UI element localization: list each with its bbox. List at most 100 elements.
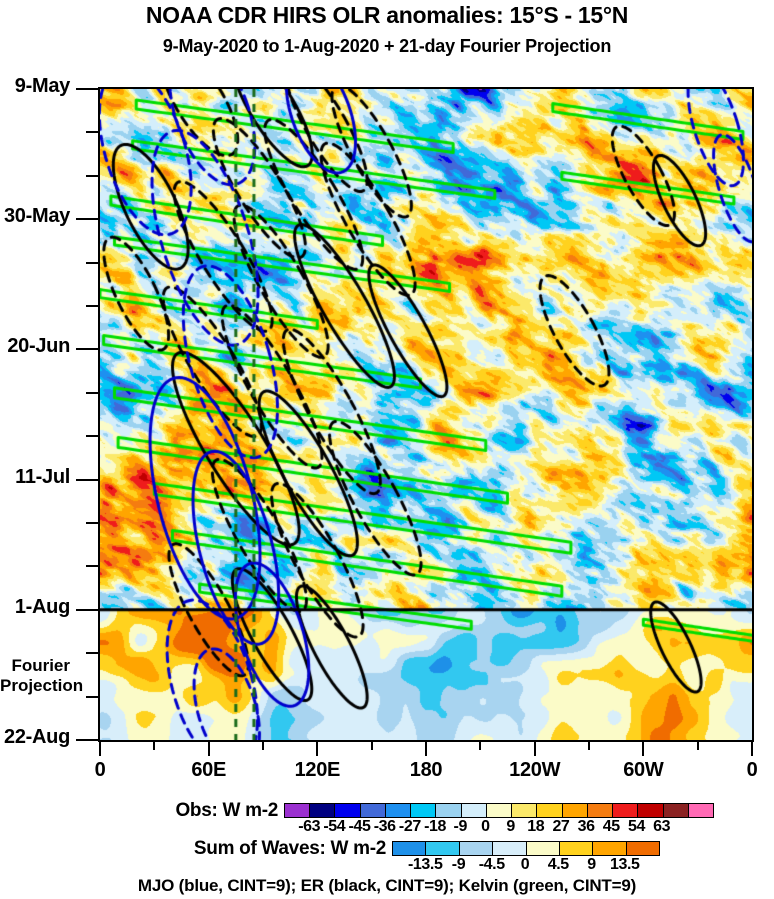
- x-axis-tick-minor-4: [588, 742, 590, 750]
- y-axis-tick-minor-3: [86, 305, 98, 307]
- y-axis-label-9-may: 9-May: [14, 75, 71, 97]
- colorbar-0-tick-14: 63: [653, 818, 671, 835]
- y-axis-tick-minor-2: [86, 261, 98, 264]
- y-axis-tick-minor-1: [86, 174, 98, 177]
- x-axis-tick-major-1: [207, 742, 210, 756]
- colorbar-0-swatch-12: [587, 804, 614, 817]
- y-axis-tick-major-3: [76, 478, 98, 481]
- page-title: NOAA CDR HIRS OLR anomalies: 15°S - 15°N: [145, 2, 629, 28]
- colorbar-1-swatch-0: [393, 842, 427, 855]
- colorbar-0-tick-0: -63: [298, 818, 321, 835]
- colorbar-1-tick-2: -4.5: [478, 856, 505, 873]
- colorbar-0-tick-12: 45: [602, 818, 620, 835]
- y-axis-label-20-jun: 20-Jun: [7, 335, 70, 358]
- colorbar-1-swatch-1: [426, 842, 460, 855]
- colorbar-0-tick-9: 18: [527, 818, 545, 835]
- y-axis-tick-major-2: [76, 348, 98, 351]
- colorbar-0-tick-1: -54: [323, 818, 346, 835]
- colorbar-swatches-1: [392, 841, 660, 856]
- colorbar-1-swatch-2: [459, 842, 494, 855]
- x-axis-tick-major-2: [316, 742, 319, 756]
- y-axis-tick-minor-0: [86, 131, 98, 134]
- colorbar-0-swatch-0: [285, 804, 311, 817]
- colorbar-swatches-0: [284, 803, 714, 818]
- y-axis-tick-minor-6: [86, 522, 98, 524]
- colorbar-1-tick-6: 13.5: [609, 856, 640, 873]
- colorbar-0-tick-7: 0: [481, 818, 490, 835]
- x-axis-tick-minor-5: [696, 742, 699, 750]
- x-axis-label-3: 180: [409, 759, 443, 781]
- x-axis-tick-minor-0: [153, 742, 156, 750]
- colorbar-0-tick-4: -27: [398, 818, 421, 835]
- colorbar-ticks-0: -63 -54 -45 -36 -27 -18 -9 0 9 18 27 36 45 54 63: [0, 818, 774, 836]
- colorbar-0-swatch-16: [688, 804, 713, 817]
- y-axis-label-11-jul: 11-Jul: [15, 465, 70, 488]
- colorbar-1-tick-0: -13.5: [408, 856, 443, 873]
- colorbar-0-swatch-10: [537, 804, 563, 817]
- x-axis-label-2: 120E: [294, 759, 341, 781]
- colorbar-title-1: Sum of Waves: W m-2: [193, 838, 386, 859]
- colorbar-0-swatch-7: [461, 804, 487, 817]
- fourier-projection-note: Fourier Projection: [0, 655, 84, 696]
- colorbar-0-tick-13: 54: [627, 818, 645, 835]
- colorbar-0-tick-2: -45: [348, 818, 371, 835]
- colorbar-1-swatch-5: [559, 842, 594, 855]
- x-axis-tick-minor-3: [479, 742, 482, 750]
- colorbar-0-tick-8: 9: [506, 818, 515, 835]
- colorbar-0-swatch-14: [638, 804, 664, 817]
- colorbar-0-swatch-5: [411, 804, 437, 817]
- y-axis-tick-minor-7: [86, 565, 98, 568]
- page-subtitle: 9-May-2020 to 1-Aug-2020 + 21-day Fourie…: [162, 36, 612, 56]
- y-axis-label-30-may: 30-May: [3, 205, 70, 228]
- y-axis-tick-major-0: [76, 88, 98, 90]
- y-axis-tick-minor-9: [86, 695, 98, 698]
- colorbar-1-tick-5: 9: [587, 856, 596, 873]
- x-axis-tick-major-5: [642, 742, 645, 756]
- fourier-note-line-2: Projection: [0, 675, 84, 695]
- olr-anomaly-field: [100, 89, 752, 740]
- colorbar-1-tick-4: 4.5: [547, 856, 569, 873]
- x-axis-tick-minor-2: [370, 742, 373, 750]
- colorbar-0-swatch-13: [613, 804, 639, 817]
- y-axis-tick-major-1: [76, 218, 98, 221]
- y-axis-tick-major-5: [76, 739, 98, 741]
- x-axis-label-5: 60W: [623, 759, 664, 781]
- colorbar-0-swatch-1: [310, 804, 336, 817]
- colorbar-0-swatch-4: [385, 804, 412, 817]
- colorbar-0-swatch-3: [360, 804, 386, 817]
- x-axis-label-1: 60E: [191, 759, 226, 781]
- colorbar-0-tick-3: -36: [373, 818, 396, 835]
- colorbar-0-swatch-15: [663, 804, 689, 817]
- x-axis-label-0: 0: [94, 759, 106, 781]
- fourier-note-line-1: Fourier: [11, 655, 70, 675]
- y-axis-label-1-aug: 1-Aug: [14, 595, 70, 618]
- x-axis-tick-minor-1: [262, 742, 264, 750]
- colorbar-0-tick-6: -9: [453, 818, 468, 835]
- colorbar-1-swatch-3: [493, 842, 527, 855]
- colorbar-ticks-1: -13.5 -9 -4.5 0 4.5 9 13.5: [0, 856, 774, 874]
- x-axis-tick-major-3: [425, 742, 427, 756]
- colorbar-1-swatch-6: [593, 842, 627, 855]
- colorbar-1-tick-3: 0: [520, 856, 530, 873]
- colorbar-0-swatch-9: [512, 804, 538, 817]
- colorbar-0-swatch-6: [436, 804, 462, 817]
- x-axis-label-6: 0: [746, 759, 758, 781]
- colorbar-0-swatch-8: [486, 804, 513, 817]
- y-axis-tick-minor-8: [86, 652, 98, 655]
- hovmoller-plot-area: [98, 87, 754, 742]
- x-axis-tick-major-4: [533, 742, 536, 756]
- x-axis-tick-major-0: [99, 742, 101, 756]
- colorbar-1-swatch-7: [626, 842, 659, 855]
- y-axis-tick-major-4: [76, 608, 98, 611]
- colorbar-0-tick-5: -18: [424, 818, 447, 835]
- x-axis-label-4: 120W: [509, 759, 561, 781]
- colorbar-0-tick-11: 36: [577, 818, 595, 835]
- overlay-legend-caption: MJO (blue, CINT=9); ER (black, CINT=9); …: [137, 876, 637, 895]
- colorbar-0-swatch-11: [562, 804, 588, 817]
- colorbar-1-swatch-4: [526, 842, 560, 855]
- colorbar-0-swatch-2: [335, 804, 361, 817]
- y-axis-label-22-aug: 22-Aug: [4, 726, 70, 748]
- colorbar-0-tick-10: 27: [552, 818, 570, 835]
- y-axis-tick-minor-5: [86, 435, 98, 438]
